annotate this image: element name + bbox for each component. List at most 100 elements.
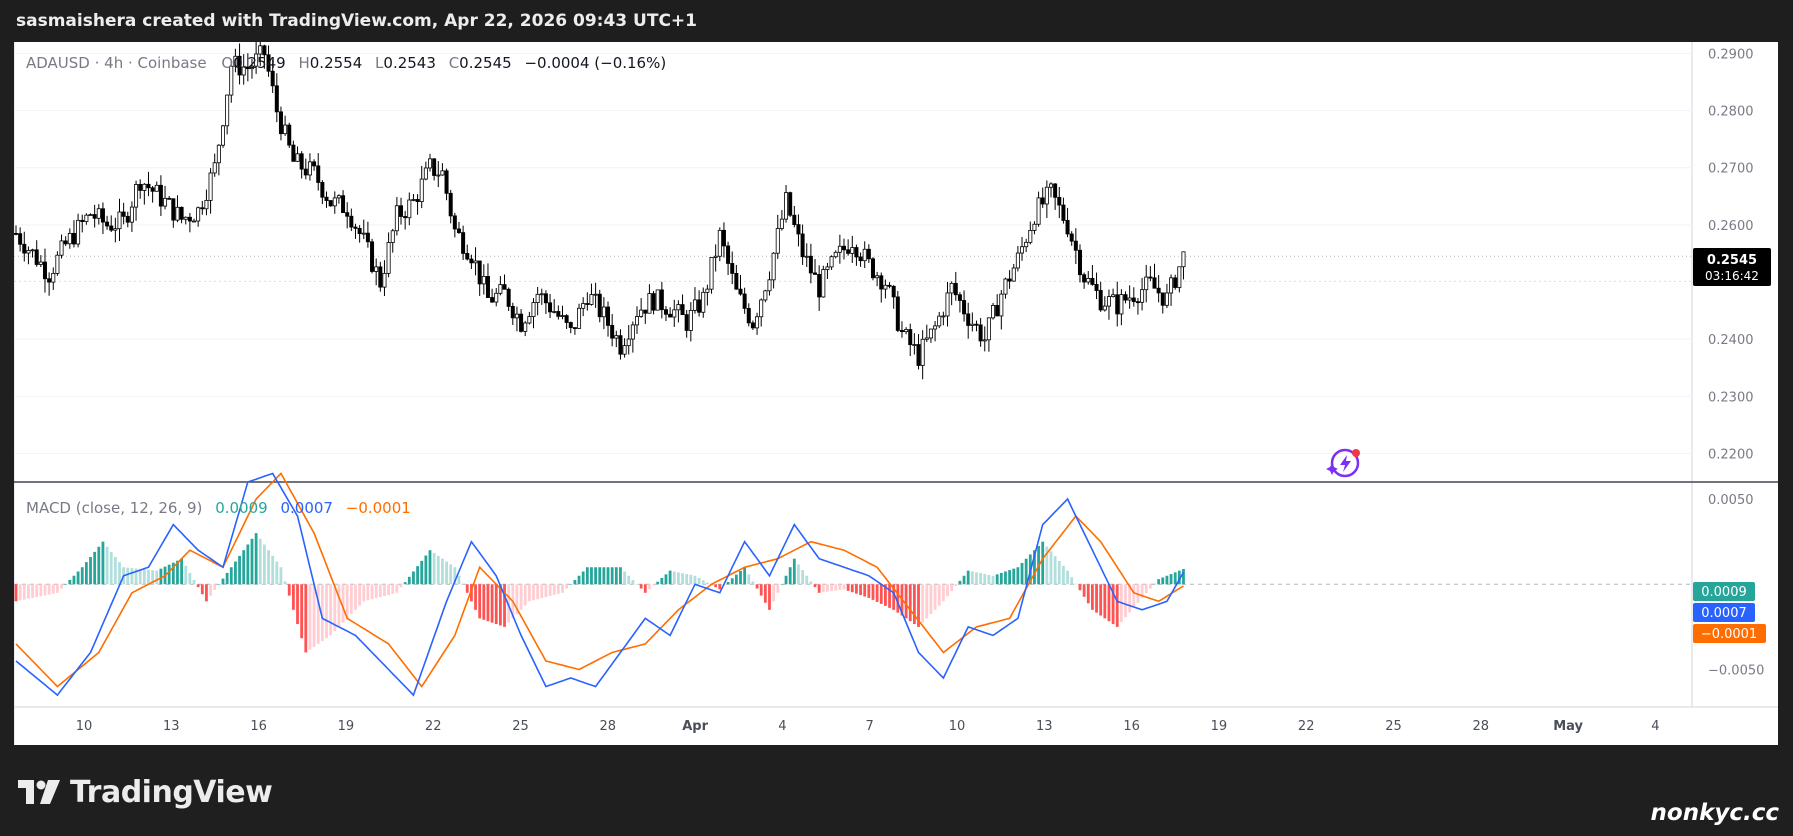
histogram-bar [776, 584, 780, 593]
candle [1044, 180, 1049, 218]
histogram-bar [341, 584, 345, 623]
candle [328, 200, 333, 207]
candle [1053, 183, 1058, 210]
candle [1164, 283, 1169, 308]
candle [30, 248, 35, 258]
histogram-bar [552, 584, 556, 595]
histogram-bar [999, 572, 1003, 585]
histogram-bar [817, 584, 821, 593]
candle [469, 254, 474, 270]
time-axis[interactable]: 10 13 16 19 22 25 28 Apr 4 7 10 13 16 19 22 25 28 May 4 [76, 719, 1660, 734]
histogram-bar [784, 575, 788, 585]
histogram-bar [565, 584, 569, 589]
candle [105, 215, 110, 230]
open-value: 0.2549 [233, 54, 286, 72]
time-tick-label: 13 [1036, 719, 1053, 734]
candle [755, 312, 760, 335]
candle [622, 338, 627, 358]
candle [804, 243, 809, 268]
time-tick-label: 10 [76, 719, 93, 734]
histogram-bar [209, 584, 212, 596]
candle [183, 216, 188, 225]
candle [249, 58, 254, 79]
histogram-bar [407, 576, 411, 585]
histogram-bar [875, 584, 879, 602]
header-attribution: sasmaishera created with TradingView.com… [16, 11, 697, 31]
candle [962, 290, 967, 322]
histogram-bar [536, 584, 540, 600]
histogram-bar [1062, 565, 1065, 585]
candle [1077, 244, 1082, 283]
histogram-bar [51, 584, 55, 594]
candle [746, 303, 751, 327]
candle [490, 288, 495, 303]
tradingview-logo[interactable]: TradingView [18, 772, 273, 812]
histogram-bar [192, 580, 196, 585]
candle [1106, 289, 1111, 320]
candle [38, 255, 43, 268]
histogram-bar [374, 584, 378, 599]
histogram-bar [681, 573, 684, 585]
candle [601, 297, 606, 330]
candle [71, 220, 76, 248]
candle [1131, 287, 1136, 307]
time-tick-label: 19 [1211, 719, 1228, 734]
macd-badges: 0.0009 0.0007 −0.0001 [1693, 582, 1766, 643]
histogram-bar [283, 581, 287, 585]
histogram-bar [958, 580, 962, 585]
time-tick-label: 16 [250, 719, 267, 734]
chart-frame[interactable]: ADAUSD · 4h · Coinbase O0.2549 H0.2554 L… [13, 36, 1778, 745]
candle [96, 204, 101, 225]
candle [216, 144, 221, 176]
candle [59, 234, 64, 259]
histogram-bar [1004, 571, 1007, 585]
candle [891, 285, 896, 309]
histogram-bar [693, 575, 697, 585]
candle [374, 258, 379, 286]
histogram-bar [1053, 556, 1057, 585]
candle [237, 43, 242, 85]
candle [999, 289, 1004, 330]
price-axis[interactable]: 0.2900 0.2800 0.2700 0.2600 0.2400 0.2300 0.22… [1708, 47, 1754, 462]
histogram-bar [31, 584, 34, 598]
candle [659, 281, 664, 319]
candle [866, 244, 871, 264]
histogram-bar [180, 558, 183, 585]
time-tick-label: Apr [682, 719, 708, 734]
high-value: 0.2554 [310, 54, 363, 72]
candle [1065, 207, 1070, 238]
candle [784, 185, 789, 223]
candle [34, 240, 39, 267]
histogram-bar [805, 575, 809, 585]
histogram-bar [242, 550, 246, 585]
histogram-bar [515, 584, 519, 615]
candle [991, 302, 996, 320]
histogram-bar [155, 570, 159, 585]
candle [1152, 263, 1157, 289]
candle [539, 288, 544, 305]
candle [175, 195, 180, 223]
candle [945, 281, 950, 327]
histogram-bar [532, 584, 535, 601]
candle [465, 244, 470, 261]
candle [1028, 221, 1033, 245]
time-tick-label: 25 [1385, 719, 1402, 734]
price-tick-label: 0.2300 [1708, 390, 1754, 405]
chart-canvas[interactable]: ADAUSD · 4h · Coinbase O0.2549 H0.2554 L… [13, 36, 1778, 745]
macd-axis[interactable]: 0.0050 −0.0050 [1708, 493, 1764, 678]
histogram-bar [287, 584, 291, 596]
lightning-icon[interactable] [1326, 448, 1360, 478]
histogram-bar [171, 562, 175, 585]
histogram-bar [1111, 584, 1115, 625]
candle [813, 258, 818, 275]
candle [593, 282, 598, 308]
histogram-bar [792, 558, 796, 585]
candle [84, 213, 89, 225]
candle [262, 44, 267, 69]
candle [899, 321, 904, 338]
candle [676, 300, 681, 323]
histogram-bar [892, 584, 896, 610]
histogram-bar [648, 584, 651, 590]
candle [655, 289, 660, 311]
histogram-bar [643, 584, 647, 593]
